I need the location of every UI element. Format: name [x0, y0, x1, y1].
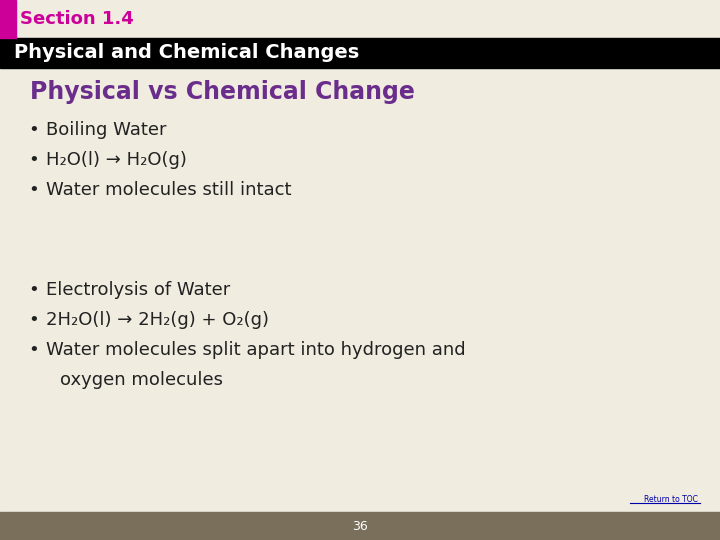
- Text: Physical vs Chemical Change: Physical vs Chemical Change: [30, 80, 415, 104]
- Bar: [0, 0, 16, 38]
- Text: Section 1.4: Section 1.4: [20, 10, 134, 28]
- Text: •: •: [28, 151, 39, 169]
- Text: Physical and Chemical Changes: Physical and Chemical Changes: [14, 44, 359, 63]
- Text: •: •: [28, 121, 39, 139]
- Text: oxygen molecules: oxygen molecules: [60, 371, 223, 389]
- Text: Return to TOC: Return to TOC: [644, 496, 698, 504]
- Text: 36: 36: [352, 519, 368, 532]
- Text: Water molecules still intact: Water molecules still intact: [46, 181, 292, 199]
- Text: Boiling Water: Boiling Water: [46, 121, 166, 139]
- Text: Water molecules split apart into hydrogen and: Water molecules split apart into hydroge…: [46, 341, 466, 359]
- Bar: [0, 38, 720, 68]
- Bar: [0, 512, 720, 540]
- Text: •: •: [28, 281, 39, 299]
- Text: Electrolysis of Water: Electrolysis of Water: [46, 281, 230, 299]
- Text: 2H₂O(l) → 2H₂(g) + O₂(g): 2H₂O(l) → 2H₂(g) + O₂(g): [46, 311, 269, 329]
- Text: H₂O(l) → H₂O(g): H₂O(l) → H₂O(g): [46, 151, 187, 169]
- Text: •: •: [28, 341, 39, 359]
- Text: •: •: [28, 181, 39, 199]
- Text: •: •: [28, 311, 39, 329]
